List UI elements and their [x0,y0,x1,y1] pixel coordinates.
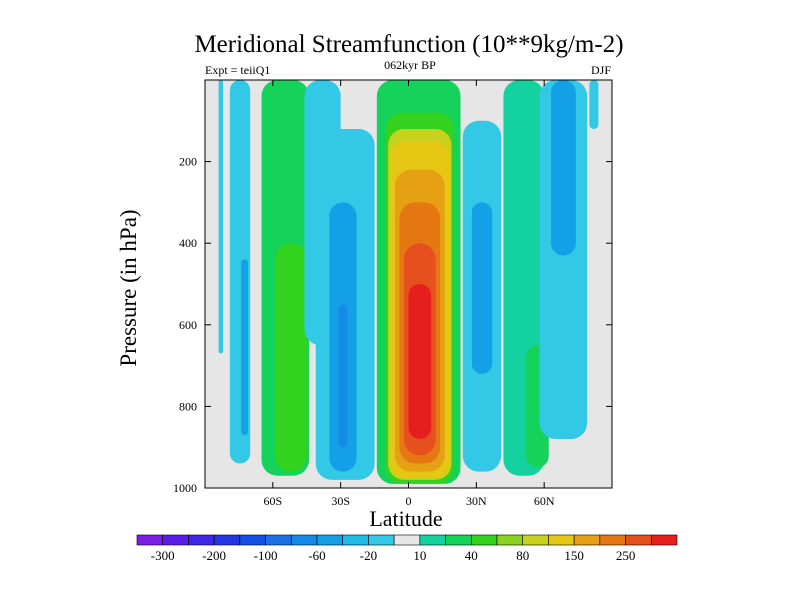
colorbar-swatch [548,534,575,546]
colorbar-swatch [213,534,241,546]
colorbar-label: -300 [151,548,175,563]
contour-region [338,304,348,448]
colorbar-swatch [316,534,344,546]
colorbar-label: 40 [465,548,478,563]
contour-region [471,202,493,374]
y-axis: 200 400 600 800 1000 [173,155,612,495]
x-tick-label: 30S [331,494,350,508]
contour-region [408,284,432,440]
contour-region [218,80,224,354]
y-tick-label: 800 [179,399,197,413]
colorbar-swatch [239,534,266,546]
colorbar-swatch [136,534,164,546]
x-axis: 60S 30S 0 30N 60N [263,80,555,508]
colorbar-label: -20 [360,548,377,563]
colorbar-swatch [162,534,189,546]
contour-region [550,80,576,256]
x-axis-label: Latitude [369,506,442,531]
colorbar-swatch [393,534,421,546]
colorbar-label: -60 [308,548,325,563]
y-axis-label: Pressure (in hPa) [116,209,141,366]
y-tick-label: 400 [179,236,197,250]
experiment-label: Expt = teiiQ1 [205,63,270,77]
x-tick-label: 0 [406,494,412,508]
x-tick-label: 60N [534,494,555,508]
x-tick-label: 60S [263,494,282,508]
colorbar-swatch [445,534,472,546]
colorbar-label: -200 [202,548,226,563]
colorbar-swatch [573,534,601,546]
colorbar-label: 150 [564,548,584,563]
x-tick-label: 30N [466,494,487,508]
colorbar-swatch [496,534,524,546]
colorbar-swatch [522,534,549,546]
y-tick-label: 1000 [173,481,197,495]
season-label: DJF [591,63,611,77]
contour-region [589,80,599,129]
colorbar-swatch [265,534,292,546]
colorbar-swatch [625,534,652,546]
contour-fill-layer [218,80,599,484]
colorbar: -300 -200 -100 -60 -20 10 40 80 150 250 [136,534,678,563]
colorbar-swatch [188,534,215,546]
y-tick-label: 600 [179,318,197,332]
contour-region [241,259,248,435]
colorbar-label: 80 [516,548,529,563]
colorbar-label: 10 [413,548,426,563]
period-label: 062kyr BP [384,58,436,72]
contour-region [275,243,307,472]
colorbar-label: -100 [254,548,278,563]
colorbar-swatch [290,534,318,546]
colorbar-label: 250 [616,548,636,563]
colorbar-swatch [419,534,446,546]
colorbar-swatch [342,534,369,546]
colorbar-swatch [470,534,498,546]
colorbar-swatch [599,534,626,546]
chart-title: Meridional Streamfunction (10**9kg/m-2) [194,31,623,58]
colorbar-swatch [368,534,395,546]
colorbar-swatch [650,534,678,546]
y-tick-label: 200 [179,155,197,169]
